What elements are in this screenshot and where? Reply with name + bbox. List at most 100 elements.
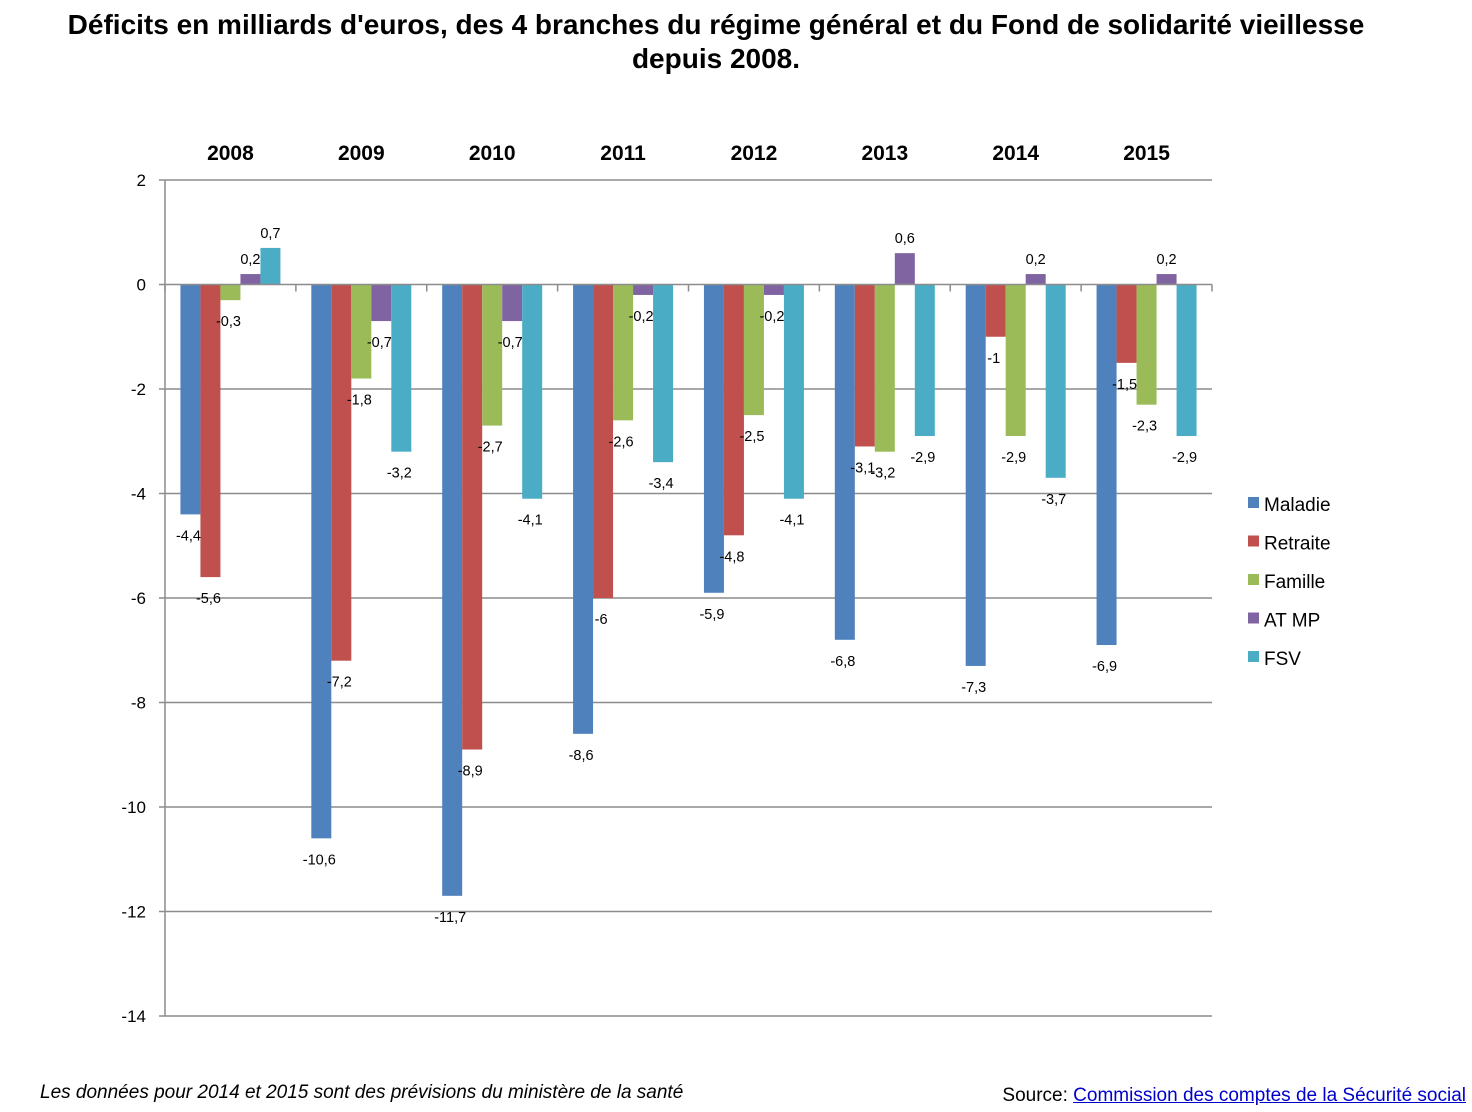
chart-title-line1: Déficits en milliards d'euros, des 4 bra… — [67, 9, 1365, 40]
bar-at-mp-2011 — [633, 284, 654, 295]
data-label: -7,2 — [327, 675, 352, 691]
data-label: 0,2 — [1026, 252, 1046, 268]
data-label: -7,3 — [961, 680, 986, 696]
bar-at-mp-2009 — [371, 284, 392, 322]
data-label: -4,1 — [518, 513, 543, 529]
data-label: -11,7 — [434, 910, 466, 926]
data-label: -0,2 — [759, 309, 784, 325]
data-label: -8,9 — [458, 764, 483, 780]
bar-fsv-2014 — [1045, 284, 1066, 478]
data-label: -3,1 — [850, 460, 875, 476]
category-label: 2010 — [469, 142, 516, 165]
bar-famille-2008 — [220, 284, 241, 301]
bar-fsv-2015 — [1176, 284, 1197, 437]
category-label: 2015 — [1123, 142, 1170, 165]
bar-maladie-2014 — [965, 284, 986, 666]
data-label: -1,5 — [1112, 377, 1137, 393]
footnote: Les données pour 2014 et 2015 sont des p… — [40, 1082, 684, 1103]
category-label: 2011 — [600, 142, 646, 165]
data-label: -2,9 — [1001, 450, 1026, 466]
category-label: 2014 — [992, 142, 1039, 165]
category-label: 2009 — [338, 142, 385, 165]
bar-maladie-2009 — [311, 284, 332, 839]
y-tick-label: -8 — [131, 694, 146, 713]
bar-maladie-2010 — [442, 284, 463, 896]
bar-fsv-2010 — [522, 284, 543, 499]
bar-retraite-2010 — [462, 284, 483, 750]
bar-famille-2012 — [743, 284, 764, 416]
source-link[interactable]: Commission des comptes de la Sécurité so… — [1073, 1085, 1466, 1106]
legend-label: FSV — [1264, 649, 1301, 670]
bar-fsv-2008 — [260, 247, 281, 285]
y-tick-label: 0 — [137, 276, 146, 295]
source-line: Source: Commission des comptes de la Séc… — [1002, 1085, 1466, 1107]
data-label: -10,6 — [303, 852, 336, 868]
y-tick-label: -6 — [131, 589, 146, 608]
legend-label: Maladie — [1264, 495, 1331, 516]
data-label: -4,4 — [176, 528, 201, 544]
bar-famille-2011 — [613, 284, 634, 421]
data-label: -0,3 — [216, 314, 241, 330]
data-label: -3,2 — [870, 466, 895, 482]
bar-famille-2015 — [1136, 284, 1157, 405]
data-label: -6,9 — [1092, 659, 1117, 675]
bar-famille-2013 — [874, 284, 895, 452]
legend-label: AT MP — [1264, 611, 1320, 632]
bar-retraite-2013 — [854, 284, 875, 447]
bar-fsv-2013 — [914, 284, 935, 437]
legend-swatch-famille — [1248, 574, 1259, 585]
y-tick-label: -4 — [131, 485, 146, 504]
bar-maladie-2011 — [573, 284, 594, 734]
source-prefix: Source: — [1002, 1085, 1074, 1106]
data-label: 0,7 — [260, 226, 280, 242]
data-label: -8,6 — [569, 748, 594, 764]
y-tick-label: 2 — [137, 171, 146, 190]
legend-swatch-maladie — [1248, 497, 1259, 508]
data-label: -3,2 — [387, 466, 412, 482]
bar-at-mp-2010 — [502, 284, 523, 322]
chart-title-line2: depuis 2008. — [631, 43, 801, 74]
bar-retraite-2015 — [1116, 284, 1137, 363]
data-label: -4,1 — [779, 513, 804, 529]
bar-at-mp-2008 — [240, 274, 261, 285]
data-label: -2,9 — [910, 450, 935, 466]
data-label: -5,6 — [196, 591, 221, 607]
bar-retraite-2012 — [723, 284, 744, 536]
data-label: -0,2 — [629, 309, 654, 325]
data-label: -6 — [595, 612, 608, 628]
data-label: -2,7 — [478, 440, 503, 456]
bar-at-mp-2013 — [894, 253, 915, 285]
data-label: -3,7 — [1041, 492, 1066, 508]
y-tick-label: -10 — [121, 798, 146, 817]
legend-swatch-retraite — [1248, 535, 1259, 547]
data-label: -2,9 — [1172, 450, 1197, 466]
chart-title: Déficits en milliards d'euros, des 4 bra… — [0, 8, 1432, 76]
bar-retraite-2009 — [331, 284, 352, 661]
data-label: -6,8 — [830, 654, 855, 670]
data-label: 0,2 — [240, 252, 260, 268]
bar-fsv-2009 — [391, 284, 412, 452]
bar-famille-2009 — [351, 284, 372, 379]
data-label: -2,5 — [739, 429, 764, 445]
legend-swatch-fsv — [1248, 651, 1259, 662]
data-label: -0,7 — [367, 335, 392, 351]
y-tick-label: -12 — [121, 903, 146, 922]
data-label: -1 — [987, 351, 1000, 367]
data-label: -2,3 — [1132, 419, 1157, 435]
bar-famille-2014 — [1005, 284, 1026, 437]
legend-label: Famille — [1264, 572, 1325, 593]
bar-fsv-2011 — [653, 284, 674, 463]
bar-at-mp-2012 — [763, 284, 784, 295]
legend-label: Retraite — [1264, 534, 1331, 555]
category-label: 2013 — [861, 142, 908, 165]
bar-retraite-2008 — [200, 284, 221, 578]
y-tick-label: -14 — [121, 1007, 146, 1026]
data-label: 0,2 — [1156, 252, 1176, 268]
data-label: -3,4 — [649, 476, 674, 492]
data-label: -1,8 — [347, 393, 372, 409]
data-label: -5,9 — [699, 607, 724, 623]
bar-at-mp-2015 — [1156, 274, 1177, 285]
data-label: 0,6 — [895, 231, 915, 247]
category-label: 2008 — [207, 142, 254, 165]
